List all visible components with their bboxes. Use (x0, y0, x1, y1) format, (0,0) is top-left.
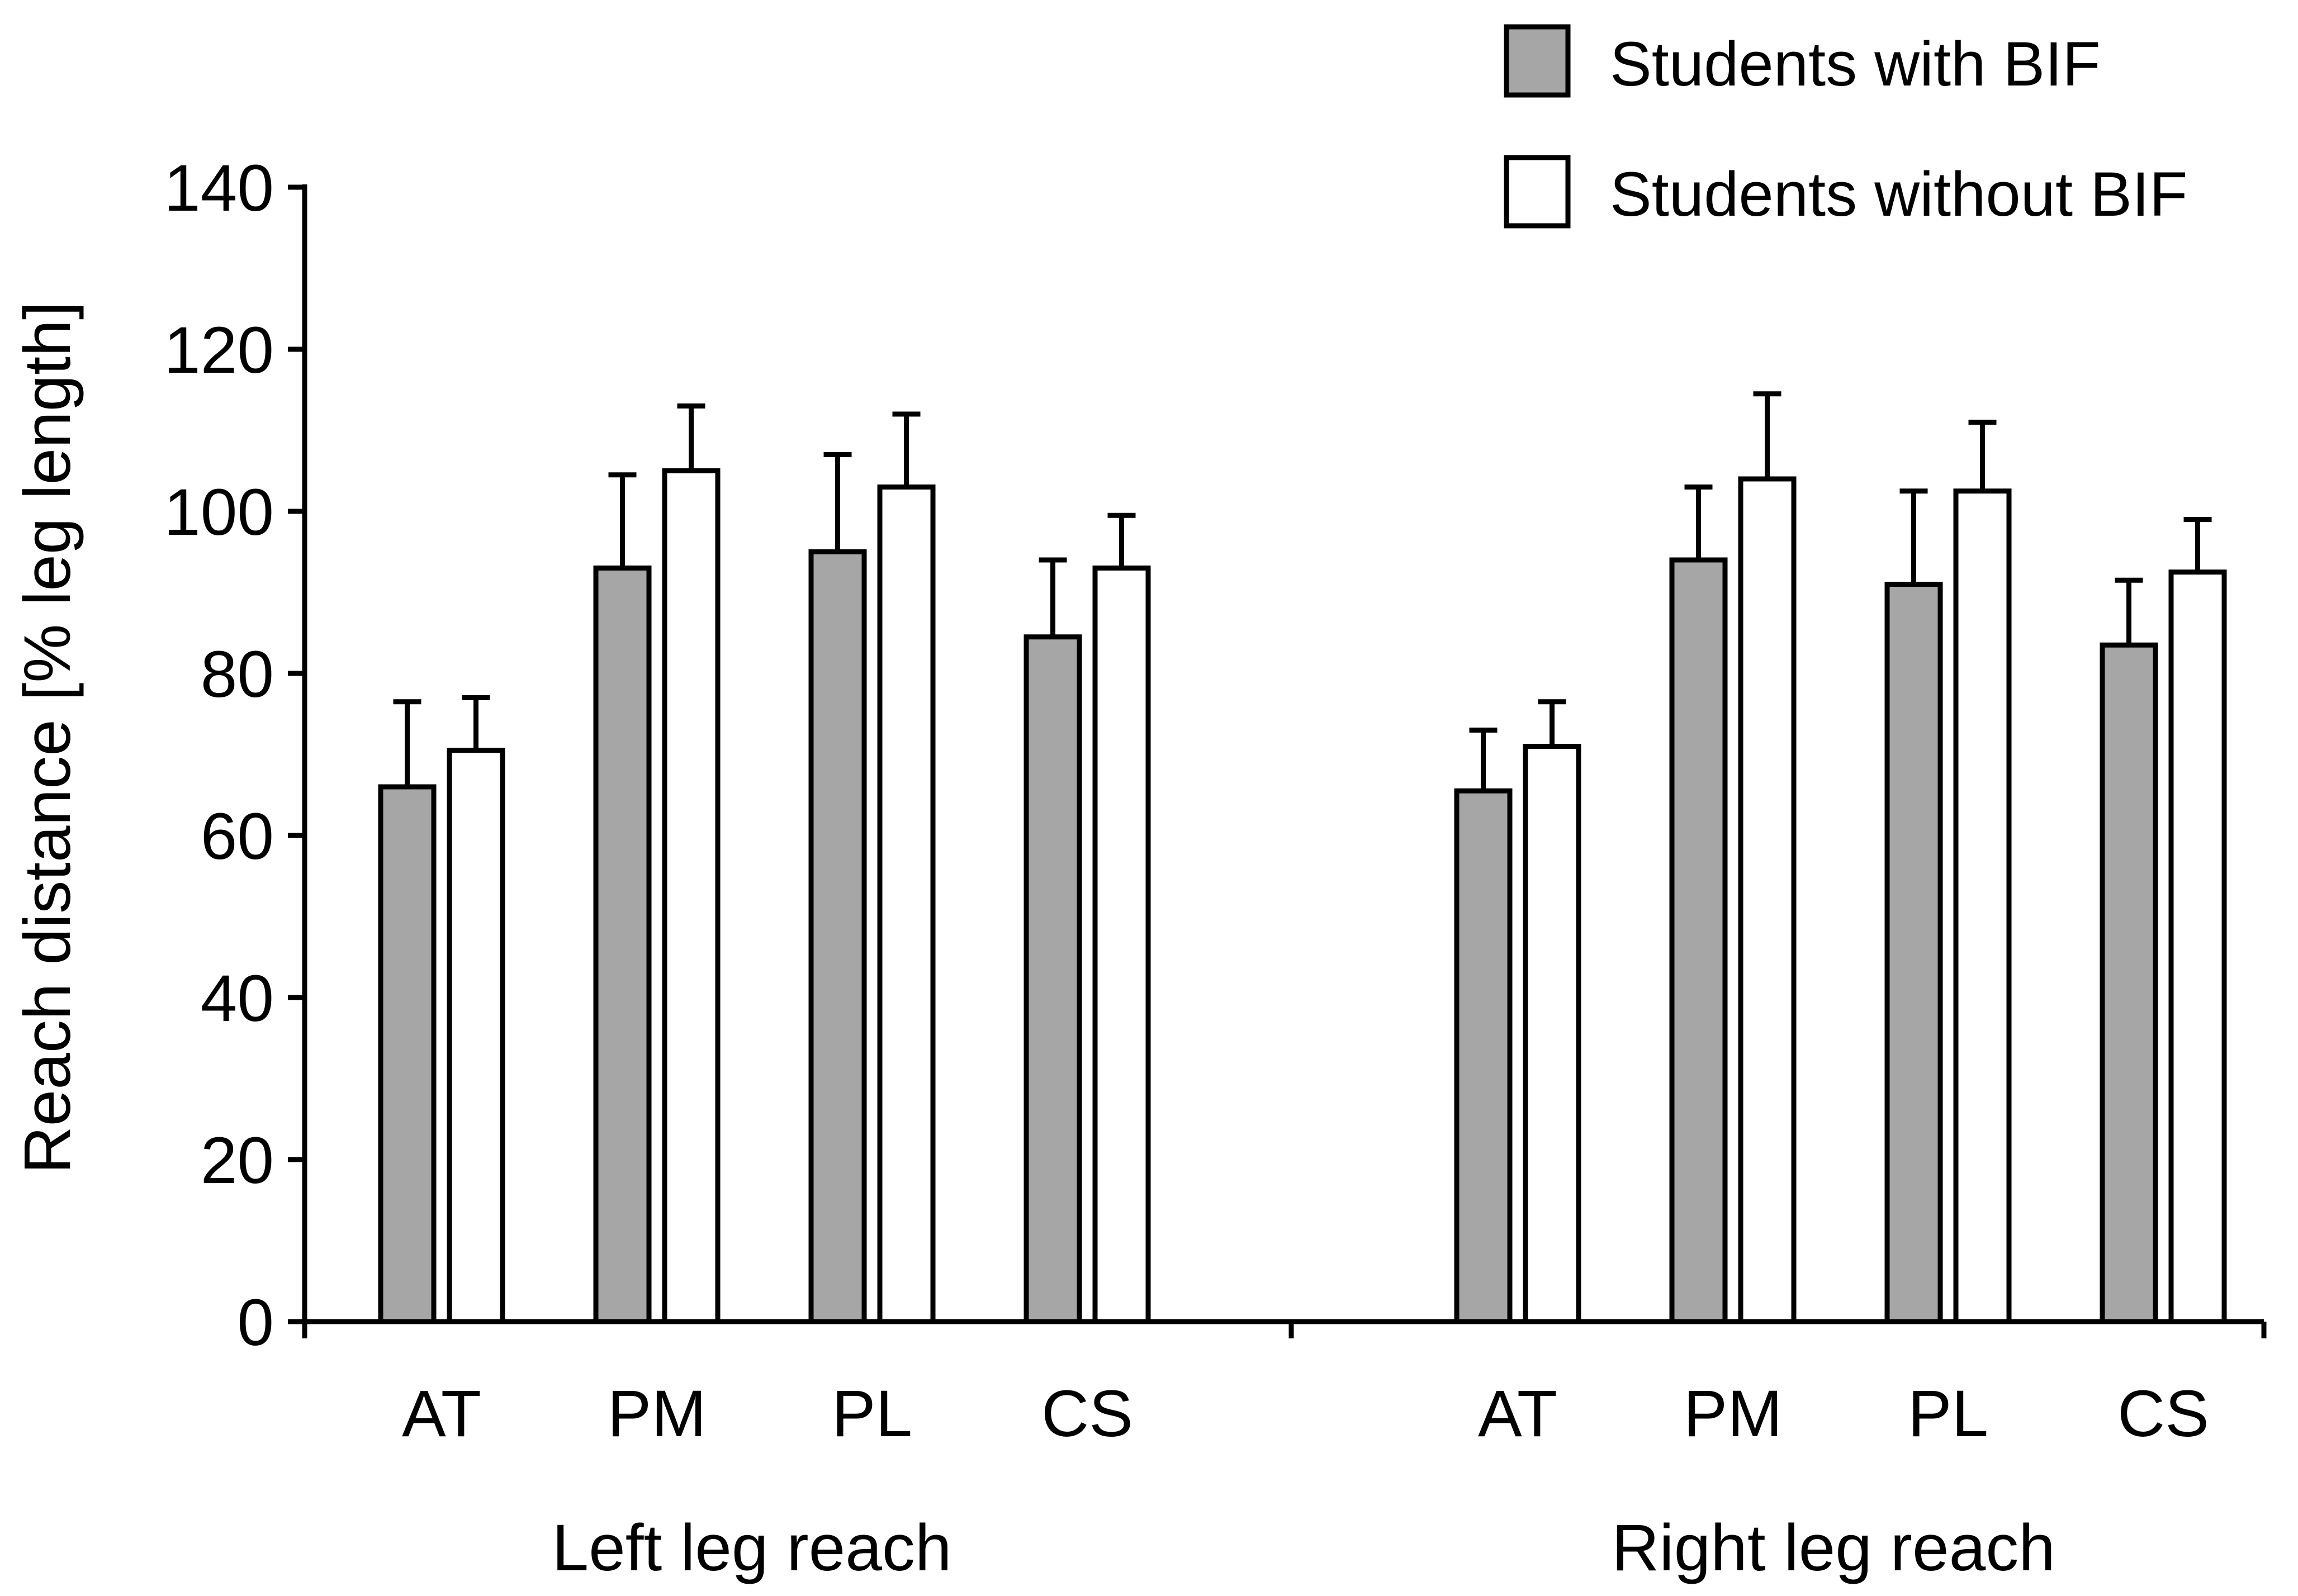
bar-students-without-bif-left-at (447, 748, 505, 1324)
group-label-right: Right leg reach (1612, 1511, 2055, 1585)
y-tick-label-40: 40 (201, 962, 274, 1036)
error-bar-students-without-bif-left-pm (677, 403, 705, 471)
legend-swatch-without-bif (1504, 155, 1571, 229)
legend: Students with BIF Students without BIF (1504, 24, 2187, 229)
error-bar-students-with-bif-right-cs (2115, 577, 2143, 645)
legend-swatch-with-bif (1504, 24, 1571, 98)
x-tick-label-left-cs: CS (1041, 1377, 1133, 1451)
y-tick-label-60: 60 (201, 800, 274, 873)
bar-students-with-bif-right-cs (2100, 642, 2158, 1324)
y-tick-label-120: 120 (164, 314, 274, 387)
x-tick-label-left-pl: PL (832, 1377, 912, 1451)
error-bar-students-with-bif-left-cs (1039, 557, 1067, 637)
legend-label-without-bif: Students without BIF (1610, 159, 2187, 229)
error-bar-students-with-bif-right-pm (1684, 484, 1713, 560)
bar-students-with-bif-right-pm (1669, 557, 1728, 1324)
error-bar-students-without-bif-left-at (462, 695, 490, 750)
error-bar-students-with-bif-left-at (393, 699, 421, 787)
bar-students-without-bif-right-cs (2168, 569, 2227, 1324)
bar-students-without-bif-right-pm (1738, 476, 1797, 1324)
axis-labels: 0 20 40 60 80 100 120 140 AT PM PL CS Left leg reach… (164, 151, 2209, 1585)
bar-students-without-bif-left-cs (1092, 566, 1151, 1324)
bar-students-with-bif-right-pl (1884, 582, 1943, 1324)
y-tick-label-80: 80 (201, 638, 274, 711)
bar-students-with-bif-left-pl (808, 549, 867, 1324)
group-label-left: Left leg reach (552, 1511, 951, 1585)
bar-students-without-bif-left-pm (662, 468, 721, 1324)
error-bars-layer (393, 391, 2212, 791)
y-axis-title: Reach distance [% leg length] (11, 301, 84, 1174)
error-bar-students-without-bif-right-cs (2183, 517, 2212, 572)
x-tick-label-right-pm: PM (1684, 1377, 1783, 1451)
error-bar-students-with-bif-right-at (1469, 728, 1498, 791)
x-tick-label-right-at: AT (1478, 1377, 1557, 1451)
x-tick-label-right-pl: PL (1908, 1377, 1988, 1451)
x-tick-label-left-pm: PM (608, 1377, 707, 1451)
error-bar-students-with-bif-right-pl (1899, 488, 1928, 585)
bar-students-with-bif-right-at (1454, 788, 1513, 1324)
bar-students-without-bif-right-at (1523, 744, 1581, 1324)
bar-students-with-bif-left-at (378, 784, 437, 1324)
bar-students-without-bif-left-pl (877, 484, 936, 1324)
bar-students-without-bif-right-pl (1953, 488, 2012, 1324)
bar-students-with-bif-left-pm (593, 566, 652, 1324)
error-bar-students-without-bif-right-at (1538, 699, 1566, 747)
x-tick-label-left-at: AT (402, 1377, 481, 1451)
bar-students-with-bif-left-cs (1024, 634, 1082, 1324)
legend-label-with-bif: Students with BIF (1610, 29, 2101, 99)
y-tick-label-100: 100 (164, 476, 274, 549)
error-bar-students-without-bif-left-pl (892, 411, 921, 487)
error-bar-students-without-bif-right-pm (1753, 391, 1781, 479)
error-bar-students-with-bif-left-pm (608, 472, 637, 568)
error-bar-students-with-bif-left-pl (823, 452, 852, 552)
error-bar-students-without-bif-right-pl (1968, 420, 1997, 491)
bars-layer (378, 468, 2227, 1324)
y-tick-label-0: 0 (237, 1286, 274, 1360)
y-tick-label-20: 20 (201, 1124, 274, 1198)
error-bar-students-without-bif-left-cs (1107, 512, 1136, 568)
axes (288, 184, 2267, 1338)
x-tick-label-right-cs: CS (2117, 1377, 2209, 1451)
y-tick-label-140: 140 (164, 151, 274, 225)
